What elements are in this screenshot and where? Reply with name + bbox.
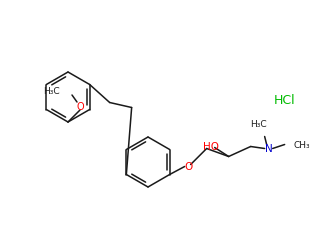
Text: HO: HO (203, 142, 219, 152)
Text: O: O (76, 101, 84, 112)
Text: H₃C: H₃C (43, 86, 60, 95)
Text: CH₃: CH₃ (294, 140, 310, 149)
Text: O: O (184, 162, 193, 172)
Text: N: N (265, 144, 273, 154)
Text: HCl: HCl (274, 93, 296, 106)
Text: H₃C: H₃C (250, 120, 267, 128)
